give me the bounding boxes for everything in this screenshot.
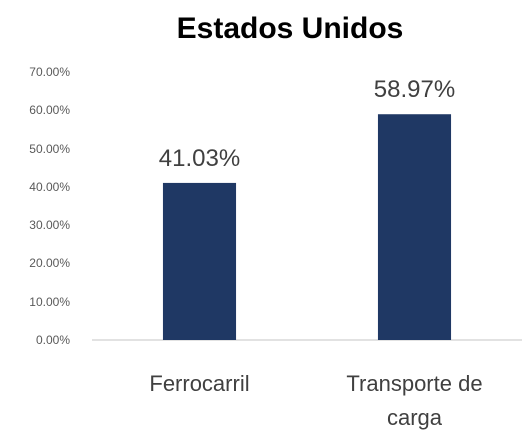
chart-title: Estados Unidos (176, 12, 404, 45)
y-tick-label: 0.00% (35, 333, 70, 347)
value-label: 41.03% (158, 144, 241, 172)
y-tick-label: 10.00% (29, 294, 70, 309)
value-label: 58.97% (373, 76, 456, 104)
y-tick-label: 20.00% (29, 256, 70, 271)
x-tick-label: Transporte de carga (346, 371, 483, 430)
y-tick-label: 30.00% (29, 218, 70, 233)
y-tick-label: 60.00% (29, 103, 70, 118)
bar (377, 114, 452, 340)
bar (162, 182, 237, 340)
y-tick-label: 70.00% (29, 65, 70, 79)
x-tick-label: Ferrocarril (149, 371, 250, 396)
y-tick-label: 50.00% (29, 141, 70, 156)
y-tick-label: 40.00% (29, 179, 70, 194)
